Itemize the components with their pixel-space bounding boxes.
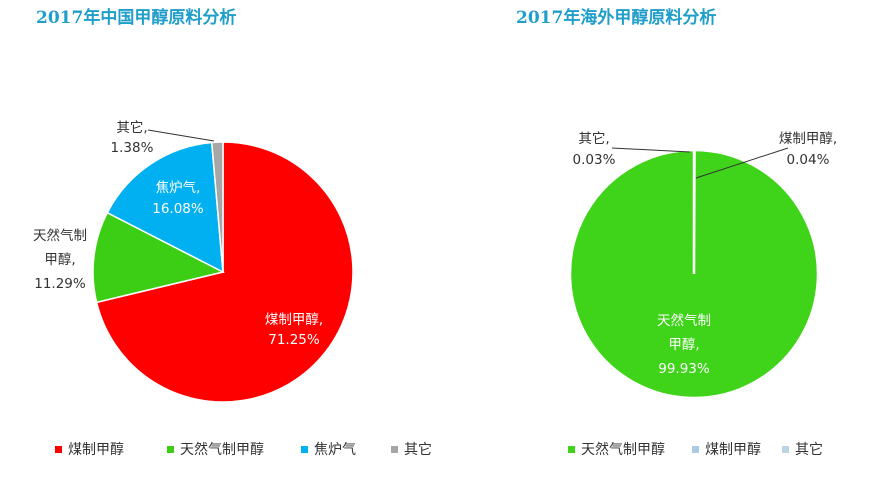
data-label-name: 煤制甲醇, bbox=[265, 311, 323, 328]
data-label-name: 其它, bbox=[116, 119, 147, 136]
china-chart-title: 2017年中国甲醇原料分析 bbox=[36, 7, 236, 28]
legend-label: 天然气制甲醇 bbox=[180, 441, 264, 458]
pie-slice bbox=[106, 141, 224, 274]
pie-slice bbox=[568, 148, 820, 400]
leader-line bbox=[147, 129, 215, 142]
pie-slice bbox=[95, 141, 354, 403]
legend-label: 天然气制甲醇 bbox=[581, 441, 665, 458]
data-label-name: 天然气制 bbox=[33, 227, 87, 244]
legend-label: 煤制甲醇 bbox=[705, 441, 761, 458]
pie-slice bbox=[210, 141, 224, 273]
legend-swatch bbox=[692, 446, 699, 453]
pie-china: 煤制甲醇, 71.25% 天然气制甲醇, 11.29% 焦炉气, 16.08% 其它, 1.3… bbox=[33, 119, 432, 458]
data-label-name: 其它, bbox=[578, 130, 609, 147]
data-label-percent: 16.08% bbox=[152, 201, 204, 217]
legend-label: 焦炉气 bbox=[314, 442, 356, 458]
legend-swatch bbox=[568, 446, 575, 453]
data-label-percent: 0.03% bbox=[573, 152, 616, 168]
legend-swatch bbox=[167, 446, 174, 453]
legend-swatch bbox=[301, 446, 308, 453]
data-label-percent: 0.04% bbox=[787, 152, 830, 168]
legend-label: 煤制甲醇 bbox=[68, 441, 124, 458]
legend-swatch bbox=[782, 446, 789, 453]
legend-label: 其它 bbox=[404, 441, 432, 458]
overseas-chart-title: 2017年海外甲醇原料分析 bbox=[516, 7, 716, 28]
data-label-percent: 1.38% bbox=[111, 140, 154, 156]
legend-label: 其它 bbox=[795, 441, 823, 458]
data-label-percent: 11.29% bbox=[34, 276, 86, 292]
data-label-percent: 99.93% bbox=[658, 361, 710, 377]
pie-overseas: 天然气制甲醇, 99.93% 煤制甲醇, 0.04% 其它, 0.03% 天然气制甲醇 煤制甲… bbox=[568, 130, 837, 458]
legend-swatch bbox=[55, 446, 62, 453]
legend-swatch bbox=[391, 446, 398, 453]
pie-slice bbox=[92, 211, 226, 304]
legend: 煤制甲醇 天然气制甲醇 焦炉气 其它 bbox=[55, 441, 432, 458]
legend: 天然气制甲醇 煤制甲醇 其它 bbox=[568, 441, 823, 458]
leader-line bbox=[611, 147, 691, 153]
data-label-name: 焦炉气, bbox=[156, 180, 201, 196]
data-label-name: 甲醇, bbox=[44, 251, 75, 268]
leader-line bbox=[695, 147, 789, 179]
data-label-name: 天然气制 bbox=[657, 312, 711, 329]
data-label-percent: 71.25% bbox=[268, 332, 320, 348]
data-label-name: 甲醇, bbox=[668, 336, 699, 353]
data-label-name: 煤制甲醇, bbox=[779, 130, 837, 147]
